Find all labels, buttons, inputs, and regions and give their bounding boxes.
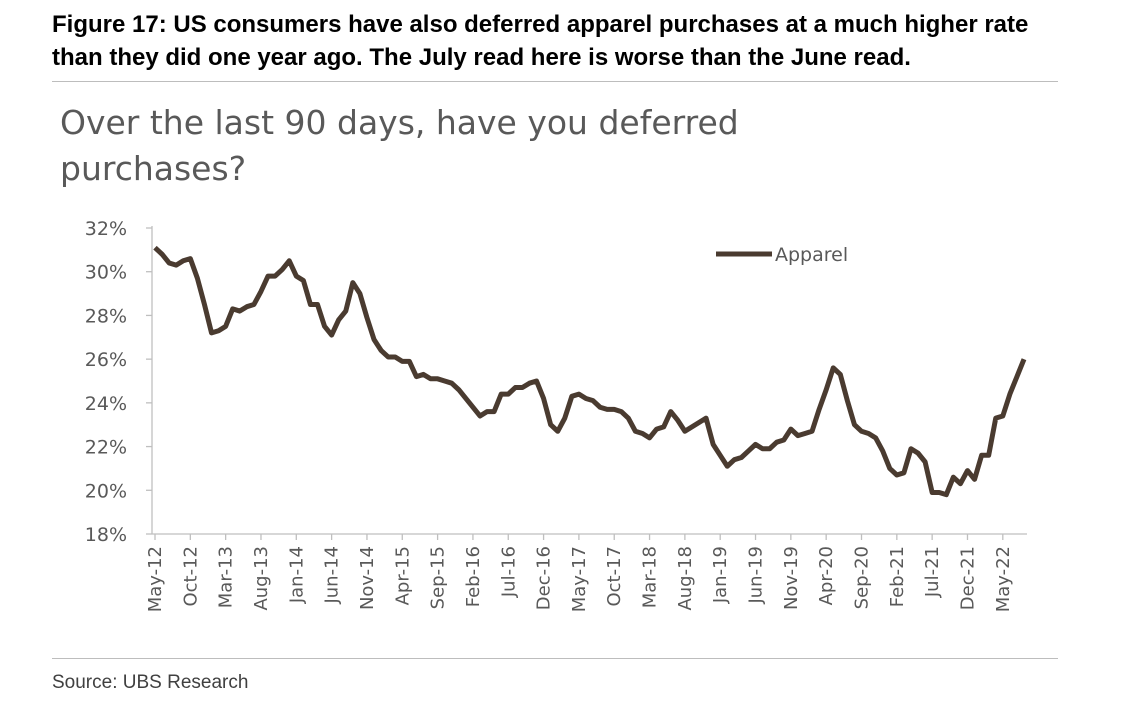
legend-label-apparel: Apparel — [775, 244, 848, 266]
y-tick-label: 22% — [85, 437, 127, 459]
series-group — [153, 245, 1027, 498]
x-tick-label: Oct-17 — [604, 546, 625, 607]
bottom-divider — [52, 658, 1058, 659]
x-tick-label: Apr-20 — [816, 546, 837, 605]
y-tick-label: 20% — [85, 480, 127, 502]
x-tick-label: Dec-21 — [957, 546, 978, 610]
x-tick-label: Jul-21 — [922, 546, 943, 598]
x-tick-label: Mar-13 — [216, 546, 237, 608]
y-tick-label: 24% — [85, 393, 127, 415]
x-tick-label: Sep-15 — [428, 546, 449, 609]
figure-title: Figure 17: US consumers have also deferr… — [52, 11, 1029, 71]
x-tick-label: May-12 — [145, 546, 166, 612]
y-tick-label: 30% — [85, 262, 127, 284]
x-axis: May-12 Oct-12 Mar-13 Aug-13 Jan-14 Jun-14 Nov-… — [145, 533, 1027, 612]
x-tick-label: Oct-12 — [180, 546, 201, 607]
x-tick-label: Feb-16 — [463, 546, 484, 607]
x-tick-label: Mar-18 — [640, 546, 661, 608]
legend: Apparel — [716, 244, 848, 266]
y-tick-label: 32% — [85, 218, 127, 240]
top-divider — [52, 81, 1058, 82]
x-tick-label: Aug-18 — [675, 546, 696, 611]
x-tick-label: Feb-21 — [887, 546, 908, 607]
x-tick-label: Nov-14 — [357, 546, 378, 610]
x-tick-label: Jan-19 — [710, 546, 731, 604]
source-note: Source: UBS Research — [52, 672, 249, 693]
y-tick-label: 26% — [85, 349, 127, 371]
x-tick-label: May-22 — [993, 546, 1014, 612]
x-tick-label: Jan-14 — [286, 546, 307, 604]
y-tick-label: 18% — [85, 524, 127, 546]
series-line-apparel — [153, 245, 1027, 498]
x-tick-label: Jul-16 — [498, 546, 519, 598]
x-tick-label: Sep-20 — [852, 546, 873, 609]
x-tick-label: Dec-16 — [534, 546, 555, 610]
y-tick-label: 28% — [85, 305, 127, 327]
x-tick-label: Nov-19 — [781, 546, 802, 610]
y-axis: 18% 20% 22% 24% 26% 28% 30% 32% — [85, 218, 153, 546]
chart-title: Over the last 90 days, have you deferred… — [60, 103, 739, 188]
x-tick-label: May-17 — [569, 546, 590, 612]
x-tick-label: Jun-14 — [322, 546, 343, 605]
x-tick-label: Jun-19 — [746, 546, 767, 605]
x-tick-label: Apr-15 — [392, 546, 413, 605]
x-tick-label: Aug-13 — [251, 546, 272, 611]
